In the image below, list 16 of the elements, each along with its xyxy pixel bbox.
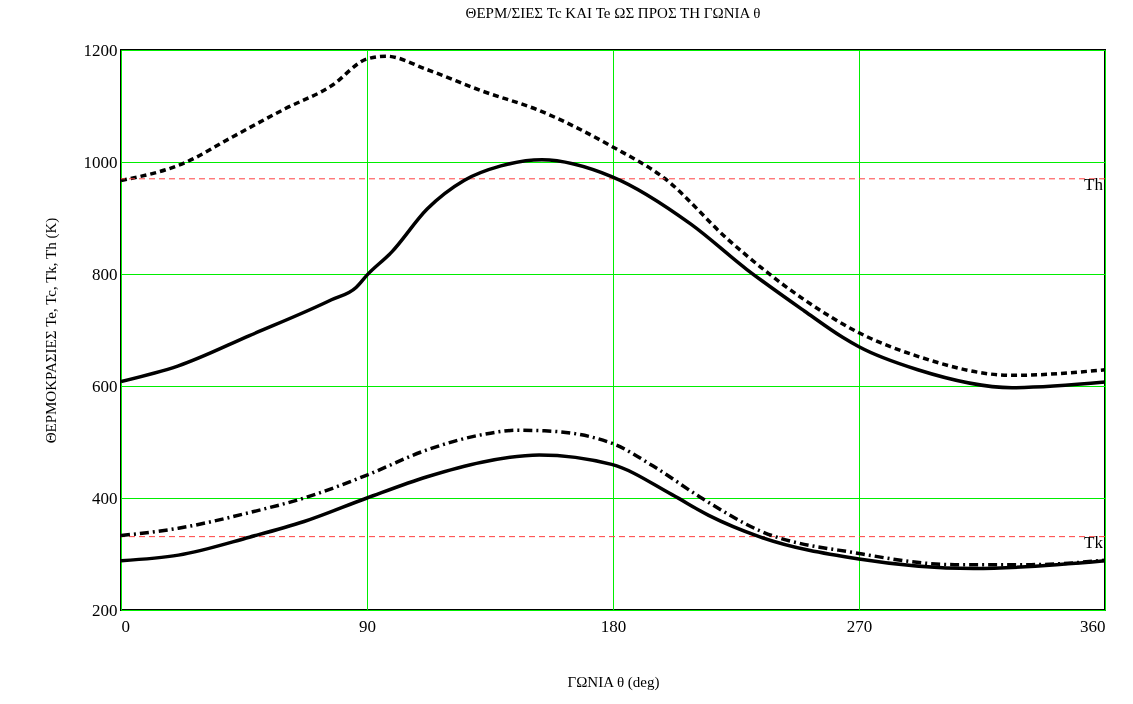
x-tick-label: 180 [600, 616, 627, 636]
x-tick-label: 270 [846, 616, 873, 636]
y-tick-label: 800 [92, 264, 118, 284]
x-axis-title: ΓΩΝΙΑ θ (deg) [567, 673, 660, 691]
y-tick-label: 1000 [83, 152, 118, 172]
ref-line-label: Th [1084, 174, 1104, 194]
x-tick-label: 0 [121, 616, 130, 636]
y-tick-label: 400 [92, 488, 118, 508]
y-tick-label: 1200 [83, 40, 118, 60]
y-axis-title: ΘΕΡΜΟΚΡΑΣΙΕΣ Te, Tc, Tk, Th (K) [42, 217, 60, 444]
y-tick-label: 600 [92, 376, 118, 396]
x-tick-label: 90 [359, 616, 376, 636]
chart-title: ΘΕΡΜ/ΣΙΕΣ Tc ΚΑΙ Te ΩΣ ΠΡΟΣ ΤΗ ΓΩΝΙΑ θ [465, 5, 761, 21]
ref-line-label: Tk [1084, 532, 1104, 552]
y-tick-label: 200 [92, 600, 118, 620]
x-tick-label: 360 [1080, 616, 1106, 636]
